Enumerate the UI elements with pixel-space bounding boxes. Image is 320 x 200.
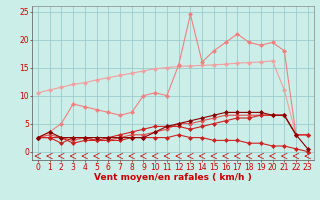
X-axis label: Vent moyen/en rafales ( km/h ): Vent moyen/en rafales ( km/h ) bbox=[94, 173, 252, 182]
